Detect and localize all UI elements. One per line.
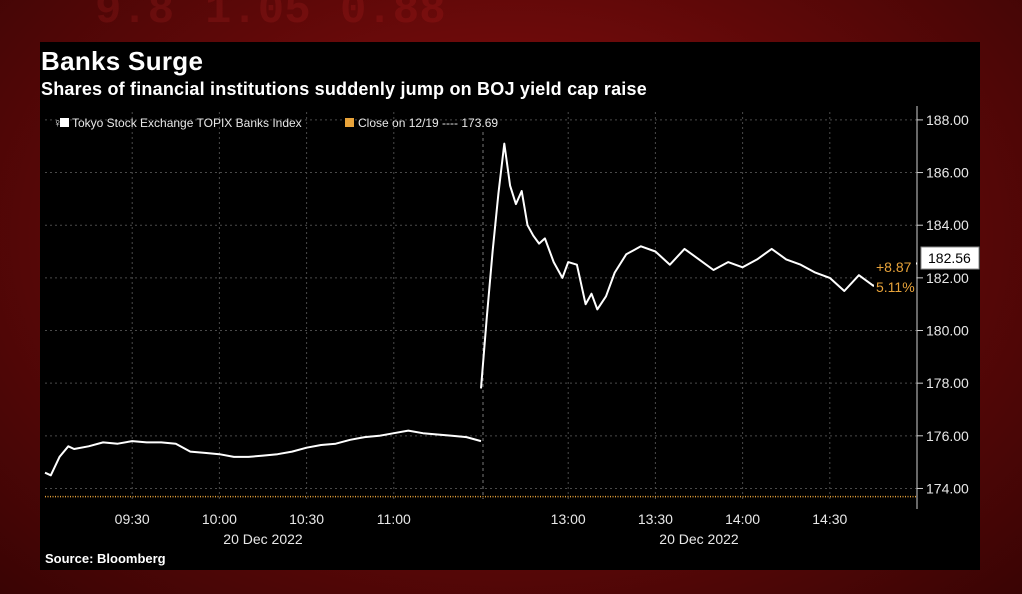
- change-percent: 5.11%: [876, 279, 915, 295]
- y-tick-label: 174.00: [926, 480, 969, 496]
- x-tick-label: 13:00: [551, 511, 586, 527]
- x-date-label-morning: 20 Dec 2022: [223, 531, 303, 547]
- x-tick-label: 14:30: [812, 511, 847, 527]
- bg-ticker-digit: 0.88: [340, 0, 446, 36]
- y-tick-label: 176.00: [926, 428, 969, 444]
- change-badge: +8.87 5.11%: [874, 256, 916, 296]
- y-tick-label: 182.00: [926, 270, 969, 286]
- x-date-label-afternoon: 20 Dec 2022: [659, 531, 739, 547]
- change-box: [874, 256, 916, 296]
- last-value-badge: 182.56: [920, 246, 980, 270]
- y-tick-label: 180.00: [926, 323, 969, 339]
- y-tick-label: 188.00: [926, 112, 969, 128]
- x-tick-label: 09:30: [115, 511, 150, 527]
- x-tick-label: 11:00: [377, 511, 411, 527]
- x-tick-label: 10:30: [289, 511, 324, 527]
- y-tick-label: 186.00: [926, 165, 969, 181]
- y-tick-label: 184.00: [926, 217, 969, 233]
- legend-swatch-index: [60, 118, 69, 127]
- x-axis: 09:30 10:00 10:30 11:00 13:00 13:30 14:00 14:30…: [115, 511, 848, 547]
- bg-ticker-digit: 1.05: [205, 0, 311, 36]
- y-tick-label: 178.00: [926, 375, 969, 391]
- series-line-afternoon: [480, 142, 918, 389]
- source-note: Source: Bloomberg: [45, 551, 166, 566]
- x-tick-label: 10:00: [202, 511, 237, 527]
- legend-label-index: Tokyo Stock Exchange TOPIX Banks Index: [72, 116, 302, 130]
- bg-ticker-digit: 9.8: [95, 0, 175, 36]
- y-axis: 188.00 186.00 184.00 182.00 180.00 178.00 176.…: [916, 106, 969, 509]
- x-tick-label: 14:00: [725, 511, 760, 527]
- legend-pin-icon: ♀: [53, 116, 62, 130]
- legend-swatch-close: [345, 118, 354, 127]
- last-value-box: [920, 246, 980, 270]
- chart-title: Banks Surge: [41, 46, 204, 76]
- chart-subtitle: Shares of financial institutions suddenl…: [41, 79, 647, 99]
- legend: ♀ Tokyo Stock Exchange TOPIX Banks Index…: [53, 116, 498, 130]
- series-line-morning: [44, 429, 482, 477]
- line-chart: 188.00 186.00 184.00 182.00 180.00 178.00 176.…: [44, 106, 980, 547]
- x-tick-label: 13:30: [638, 511, 673, 527]
- last-value-label: 182.56: [928, 250, 971, 266]
- change-value: +8.87: [876, 259, 912, 275]
- legend-label-close: Close on 12/19 ---- 173.69: [358, 116, 498, 130]
- chart-panel: Banks Surge Shares of financial institut…: [40, 42, 980, 570]
